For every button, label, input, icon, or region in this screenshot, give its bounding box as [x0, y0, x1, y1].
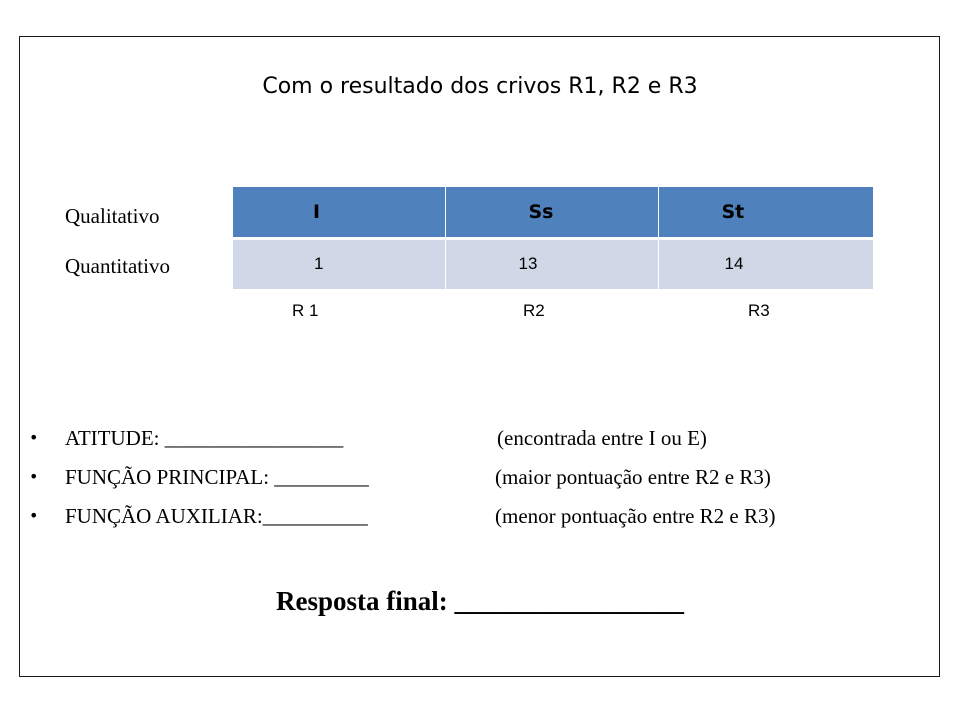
crivo-label-r3: R3: [748, 301, 770, 320]
slide-frame: [19, 36, 940, 677]
bullet-icon: •: [29, 506, 39, 525]
final-answer: Resposta final: _________________: [275, 586, 684, 616]
attitude-label: ATITUDE: _________________: [65, 426, 344, 450]
header-cell-ss: Ss: [445, 187, 659, 240]
main-function-label: FUNÇÃO PRINCIPAL: _________: [65, 465, 369, 489]
crivo-label-r2: R2: [523, 301, 545, 320]
crivo-label-r1: R 1: [292, 301, 319, 320]
header-cell-st: St: [658, 187, 873, 240]
crivos-table: I Ss St 1 13 14: [233, 187, 873, 289]
value-cell-st: 14: [658, 238, 873, 289]
quantitative-label: Quantitativo: [65, 254, 170, 278]
value-cell-ss: 13: [445, 238, 659, 289]
attitude-note: (encontrada entre I ou E): [497, 426, 707, 450]
qualitative-label: Qualitativo: [65, 204, 160, 228]
slide-title: Com o resultado dos crivos R1, R2 e R3: [262, 74, 698, 99]
bullet-icon: •: [29, 467, 39, 486]
auxiliary-function-label: FUNÇÃO AUXILIAR:__________: [65, 504, 368, 528]
bullet-icon: •: [29, 428, 39, 447]
main-function-note: (maior pontuação entre R2 e R3): [495, 465, 771, 489]
auxiliary-function-note: (menor pontuação entre R2 e R3): [495, 504, 776, 528]
header-cell-i: I: [233, 187, 446, 240]
table-row: 1 13 14: [233, 238, 873, 289]
value-cell-i: 1: [233, 238, 446, 289]
table-header-row: I Ss St: [233, 187, 873, 240]
